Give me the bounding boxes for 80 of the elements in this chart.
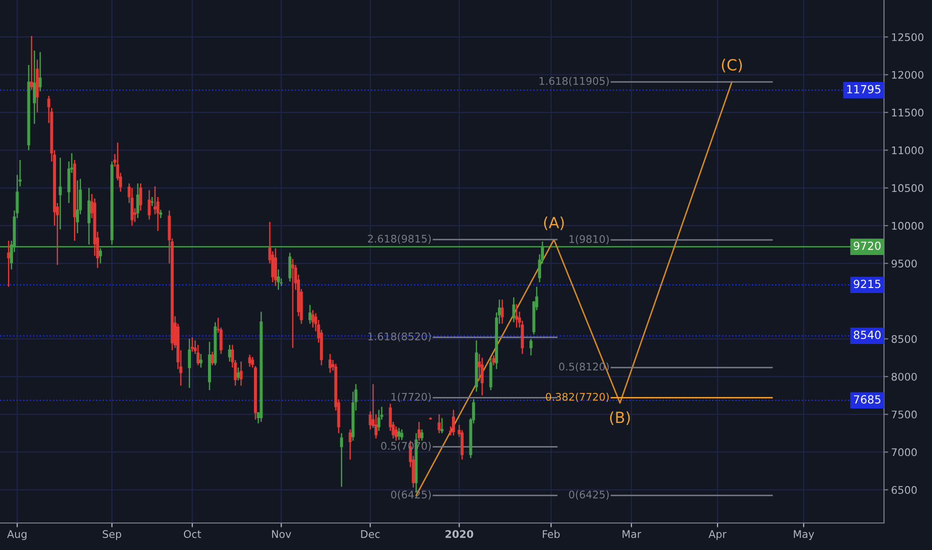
x-tick-label: Apr bbox=[708, 530, 727, 540]
x-tick-label: Dec bbox=[361, 530, 380, 538]
x-tick-label: Nov bbox=[272, 530, 292, 538]
candlestick bbox=[529, 338, 532, 356]
x-tick-label: May bbox=[794, 530, 814, 540]
candlestick bbox=[274, 248, 278, 287]
y-tick-label: 11500 bbox=[892, 108, 924, 117]
candlestick bbox=[150, 196, 154, 207]
candlestick bbox=[397, 427, 400, 441]
candlestick bbox=[58, 157, 62, 230]
candlestick bbox=[248, 354, 252, 368]
candlestick bbox=[7, 240, 10, 288]
candlestick bbox=[196, 344, 200, 366]
y-tick-label: 8500 bbox=[892, 335, 917, 343]
candlestick bbox=[188, 338, 191, 389]
candlestick bbox=[288, 252, 292, 282]
y-tick-label: 7000 bbox=[892, 448, 917, 456]
series-label: 1(9810) bbox=[569, 234, 609, 244]
candlestick bbox=[440, 417, 444, 434]
series-label: 2.618(9815) bbox=[368, 234, 431, 244]
candlestick bbox=[377, 409, 380, 432]
y-tick-label: 7500 bbox=[892, 410, 917, 418]
annotation: (B) bbox=[610, 411, 630, 425]
series-label: 1.618(8520) bbox=[368, 332, 431, 342]
candlestick bbox=[210, 351, 214, 366]
candlestick bbox=[251, 356, 254, 368]
candlestick bbox=[480, 357, 484, 396]
y-tick-label: 12500 bbox=[892, 33, 924, 42]
ref-line-label: 9215 bbox=[854, 280, 880, 288]
x-tick-label: Mar bbox=[622, 530, 642, 538]
series-label: 0(6425) bbox=[569, 490, 609, 500]
series-label: 0(6425) bbox=[391, 490, 431, 500]
candlestick bbox=[394, 426, 398, 442]
x-tick-label: Aug bbox=[7, 530, 26, 540]
candlestick bbox=[136, 182, 140, 219]
candlestick bbox=[76, 180, 79, 234]
candlestick bbox=[236, 366, 240, 381]
x-tick-label: 2020 bbox=[446, 530, 474, 538]
candlestick bbox=[130, 187, 134, 226]
candlestick bbox=[38, 51, 42, 92]
candlestick bbox=[348, 428, 352, 460]
candlestick bbox=[291, 258, 294, 349]
y-tick-label: 11000 bbox=[892, 146, 924, 154]
x-tick-label: Feb bbox=[542, 530, 560, 538]
candlestick bbox=[228, 344, 232, 362]
y-tick-label: 10500 bbox=[892, 184, 924, 192]
candlestick bbox=[308, 304, 312, 324]
candlestick bbox=[328, 353, 332, 374]
candlestick bbox=[492, 354, 496, 366]
candlestick bbox=[30, 35, 34, 90]
candlestick bbox=[418, 421, 421, 442]
x-tick-label: Oct bbox=[184, 530, 202, 538]
y-tick-label: 9500 bbox=[892, 260, 917, 268]
y-tick-label: 10000 bbox=[892, 222, 924, 230]
candlestick bbox=[489, 357, 492, 391]
candlestick bbox=[420, 428, 424, 442]
series-label: 0.382(7720) bbox=[546, 392, 609, 402]
candlestick bbox=[340, 432, 344, 488]
candlestick bbox=[438, 414, 441, 434]
candlestick bbox=[199, 353, 202, 368]
annotation: (A) bbox=[544, 216, 564, 230]
series-label: 1(7720) bbox=[392, 392, 431, 402]
candlestick bbox=[32, 50, 36, 124]
y-tick-label: 8000 bbox=[892, 372, 917, 381]
candlestick bbox=[400, 428, 404, 441]
annotation: (C) bbox=[722, 58, 742, 72]
candlestick bbox=[139, 182, 142, 212]
y-tick-label: 6500 bbox=[892, 486, 917, 494]
x-tick-label: Sep bbox=[102, 530, 122, 540]
ref-line-label: 9720 bbox=[854, 242, 881, 250]
ref-line-label: 7685 bbox=[854, 395, 880, 404]
candlestick bbox=[276, 268, 280, 290]
candlestick bbox=[500, 298, 504, 324]
candlestick bbox=[240, 360, 243, 386]
ref-line-label: 11795 bbox=[847, 85, 880, 94]
series-label: 1.618(11905) bbox=[540, 76, 609, 86]
candlestick bbox=[515, 304, 518, 328]
y-tick-label: 12000 bbox=[892, 70, 924, 79]
candlestick bbox=[452, 409, 455, 436]
ref-line-label: 8540 bbox=[854, 330, 881, 340]
